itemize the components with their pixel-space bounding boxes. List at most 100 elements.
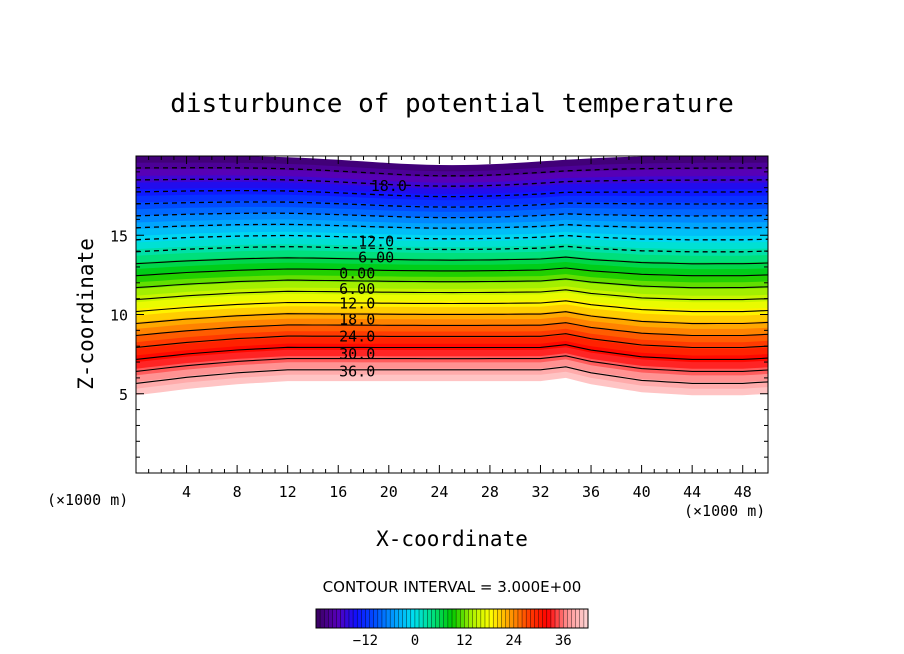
contour-line (136, 300, 768, 313)
colorbar-cell (332, 609, 337, 628)
x-tick-label: 4 (182, 483, 191, 501)
contour-line (136, 178, 768, 187)
contour-band (136, 206, 768, 218)
colorbar-cell (414, 609, 420, 628)
colorbar-cell (563, 609, 568, 628)
colorbar-cell (369, 609, 374, 628)
contour-band (136, 187, 768, 201)
colorbar-cell (464, 609, 469, 628)
colorbar-cell (476, 609, 482, 628)
colorbar-cell (324, 609, 329, 628)
contour-band (136, 359, 768, 382)
colorbar-cell (452, 609, 457, 628)
colorbar-cell (559, 609, 564, 628)
contour-line (136, 344, 768, 360)
colorbar-cell (538, 609, 543, 628)
contour-band (136, 200, 768, 212)
colorbar-cell (336, 609, 342, 628)
colorbar-cell (513, 609, 519, 628)
contour-line (136, 167, 768, 177)
contour-band (136, 340, 768, 363)
colorbar-cell (571, 609, 576, 628)
colorbar-cell (501, 609, 506, 628)
contour-label: 18.0 (371, 177, 407, 195)
contour-line (136, 189, 768, 198)
colorbar-tick-label: 36 (555, 633, 572, 649)
colorbar-cell (373, 609, 379, 628)
colorbar-cell (526, 609, 531, 628)
colorbar-cell (484, 609, 490, 628)
colorbar-cell (431, 609, 436, 628)
colorbar-cell (406, 609, 412, 628)
contour-label: 24.0 (339, 328, 375, 346)
x-tick-label: 32 (531, 483, 549, 501)
contour-band (136, 316, 768, 336)
x-unit-label-right: (×1000 m) (684, 502, 765, 520)
contour-line (136, 223, 768, 229)
colorbar-cell (340, 609, 346, 628)
contour-label: 18.0 (339, 310, 375, 328)
contour-line (136, 355, 768, 372)
colorbar-cell (489, 609, 494, 628)
colorbar-cell (344, 609, 350, 628)
contour-label: 36.0 (339, 363, 375, 381)
contour-line (136, 245, 768, 253)
colorbar-cell (398, 609, 403, 628)
colorbar-tick-label: 0 (411, 633, 419, 649)
y-tick-label: 10 (110, 307, 128, 325)
colorbar-cell (480, 609, 486, 628)
contour-line (136, 289, 768, 301)
y-tick-label: 5 (119, 386, 128, 404)
colorbar-tick-label: 12 (456, 633, 473, 649)
colorbar-cell (567, 609, 572, 628)
colorbar-cell (365, 609, 370, 628)
colorbar-cell (472, 609, 478, 628)
colorbar-cell (534, 609, 539, 628)
colorbar-cell (348, 609, 354, 628)
colorbar-cell (328, 609, 333, 628)
colorbar-cell (447, 609, 453, 628)
colorbar-cell (575, 609, 581, 628)
colorbar-cell (546, 609, 552, 628)
contour-band (136, 291, 768, 309)
x-tick-label: 20 (380, 483, 398, 501)
x-tick-label: 36 (582, 483, 600, 501)
contour-band (136, 175, 768, 189)
colorbar-cell (381, 609, 387, 628)
contour-interval-text: CONTOUR INTERVAL = 3.000E+00 (323, 578, 582, 596)
x-tick-label: 16 (329, 483, 347, 501)
x-tick-label: 12 (279, 483, 297, 501)
contour-line (136, 278, 768, 289)
colorbar-cell (402, 609, 407, 628)
colorbar-cell (386, 609, 391, 628)
contour-label: 12.0 (339, 294, 375, 312)
contour-band (136, 365, 768, 389)
colorbar-cell (468, 609, 473, 628)
y-axis-label: Z-coordinate (74, 238, 98, 390)
colorbar-cell (579, 609, 585, 628)
x-tick-label: 28 (481, 483, 499, 501)
colorbar-cell (353, 609, 358, 628)
colorbar-cell (394, 609, 399, 628)
colorbar-cell (357, 609, 362, 628)
colorbar-cell (517, 609, 523, 628)
contour-band (136, 310, 768, 329)
x-tick-label: 44 (683, 483, 701, 501)
contour-band (136, 346, 768, 369)
colorbar-cell (460, 609, 465, 628)
contour-lines (136, 167, 768, 384)
contour-band (136, 231, 768, 243)
contour-band (136, 181, 768, 195)
contour-line (136, 256, 768, 265)
contour-line (136, 333, 768, 349)
colorbar-cell (530, 609, 535, 628)
contour-line (136, 201, 768, 208)
colorbar-cell (456, 609, 461, 628)
colorbar-cell (443, 609, 449, 628)
colorbar-frame (315, 608, 589, 629)
contour-band (136, 371, 768, 396)
contour-line (136, 234, 768, 241)
